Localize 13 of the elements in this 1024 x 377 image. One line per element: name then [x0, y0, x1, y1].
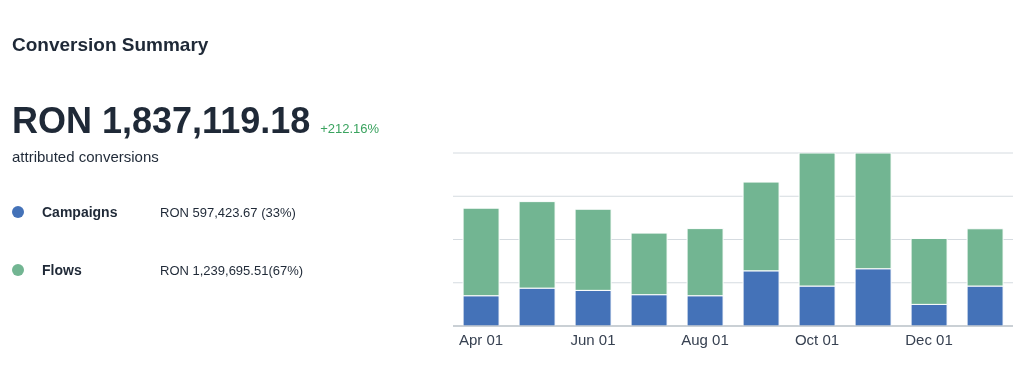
- x-tick-label: Oct 01: [794, 330, 840, 348]
- legend-label: Campaigns: [42, 204, 119, 220]
- text: RON 597,423.67 (33%): [160, 204, 296, 220]
- text: Conversion Summary: [12, 34, 209, 56]
- text: RON 1,239,695.51(67%): [160, 262, 304, 278]
- text: RON 1,837,119.18: [12, 100, 311, 142]
- x-tick-label: Dec 01: [905, 330, 953, 348]
- legend-label: Flows: [42, 262, 83, 278]
- text: +212.16%: [320, 121, 380, 136]
- x-tick-label: Jun 01: [570, 330, 616, 348]
- text: attributed conversions: [12, 148, 159, 165]
- x-tick-label: Aug 01: [681, 330, 729, 348]
- x-tick-label: Apr 01: [458, 330, 504, 348]
